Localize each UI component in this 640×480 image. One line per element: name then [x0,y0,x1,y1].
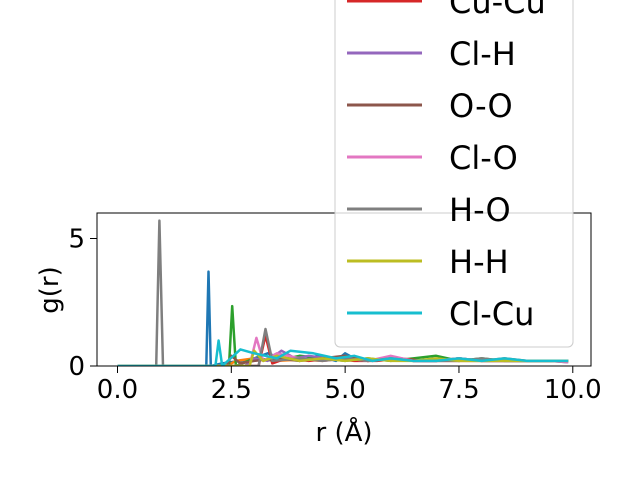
legend-label: O-O [449,87,513,125]
legend-label: Cl-Cu [449,295,534,333]
legend-label: H-H [449,243,509,281]
legend-label: Cu-Cu [449,0,546,21]
y-axis-ticks: 05 [68,225,97,382]
x-tick-label: 7.5 [438,375,479,405]
x-tick-label: 0.0 [97,375,138,405]
x-axis-ticks: 0.0 2.5 5.0 7.5 10.0 [97,366,602,405]
y-tick-label: 5 [68,225,85,255]
y-axis-label: g(r) [35,266,65,313]
legend-label: Cl-O [449,139,518,177]
series-layer [117,219,569,366]
x-tick-label: 10.0 [544,375,602,405]
y-tick-label: 0 [68,352,85,382]
x-axis-label: r (Å) [315,416,372,448]
x-tick-label: 2.5 [211,375,252,405]
x-tick-label: 5.0 [324,375,365,405]
legend-label: Cl-H [449,35,516,73]
legend: Cu-Cu Cl-H O-O Cl-O H-O H-H Cl-Cu [334,0,574,348]
legend-label: H-O [449,191,511,229]
series-line-9 [117,339,569,366]
